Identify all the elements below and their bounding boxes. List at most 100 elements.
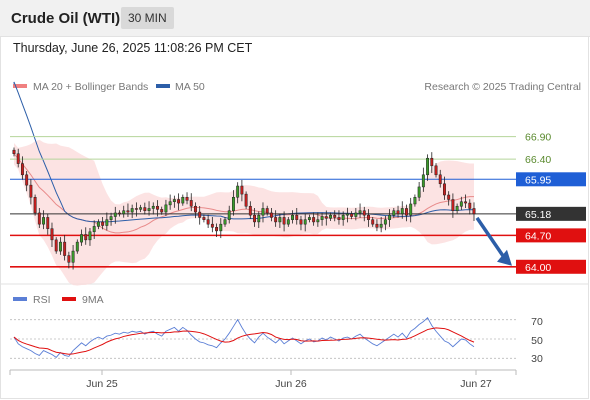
candle-7 bbox=[42, 210, 45, 230]
candle-89 bbox=[388, 209, 392, 227]
candle-108 bbox=[468, 199, 472, 215]
candle-body-102 bbox=[443, 183, 446, 196]
price-label-4: 64.70 bbox=[525, 230, 551, 242]
candle-70 bbox=[307, 214, 311, 223]
candle-body-89 bbox=[388, 214, 392, 220]
candle-body-108 bbox=[468, 202, 472, 209]
candle-97 bbox=[421, 167, 425, 192]
candle-1 bbox=[16, 148, 20, 168]
candle-37 bbox=[168, 194, 172, 210]
candle-body-74 bbox=[324, 216, 328, 219]
candle-107 bbox=[464, 194, 468, 209]
candle-58 bbox=[257, 211, 261, 228]
candle-66 bbox=[291, 210, 294, 224]
candle-body-101 bbox=[438, 174, 442, 185]
candle-103 bbox=[447, 191, 451, 206]
candle-body-59 bbox=[261, 208, 265, 216]
candle-body-39 bbox=[177, 199, 181, 204]
candle-34 bbox=[156, 200, 159, 217]
candle-59 bbox=[261, 202, 265, 223]
candle-39 bbox=[177, 193, 181, 211]
candle-body-24 bbox=[113, 212, 117, 217]
candle-body-92 bbox=[400, 208, 404, 215]
candle-body-45 bbox=[202, 217, 206, 220]
candle-81 bbox=[354, 208, 358, 221]
candle-body-88 bbox=[383, 219, 387, 225]
candle-43 bbox=[194, 202, 197, 219]
price-label-1: 66.40 bbox=[525, 154, 551, 166]
candle-98 bbox=[426, 154, 430, 181]
legend-rsi: RSI bbox=[33, 294, 51, 306]
candle-body-28 bbox=[130, 208, 134, 213]
candle-body-65 bbox=[286, 219, 290, 225]
candle-95 bbox=[413, 194, 417, 207]
candle-52 bbox=[231, 190, 235, 216]
candle-body-48 bbox=[215, 227, 219, 232]
candle-21 bbox=[101, 216, 105, 230]
candle-body-80 bbox=[350, 213, 354, 217]
candle-body-56 bbox=[248, 205, 252, 216]
candle-body-34 bbox=[156, 205, 159, 210]
candle-46 bbox=[206, 214, 210, 228]
candle-36 bbox=[164, 199, 168, 216]
candle-69 bbox=[303, 213, 307, 232]
candle-body-103 bbox=[447, 194, 451, 200]
candle-body-12 bbox=[63, 241, 67, 256]
candle-body-82 bbox=[358, 210, 362, 214]
candle-body-73 bbox=[320, 216, 324, 220]
candle-8 bbox=[46, 213, 50, 235]
candle-53 bbox=[236, 182, 240, 204]
interval-button[interactable]: 30 MIN bbox=[121, 7, 174, 29]
candle-48 bbox=[215, 223, 219, 237]
rsi-tick-30: 30 bbox=[531, 353, 543, 365]
candle-body-87 bbox=[379, 223, 383, 228]
candle-57 bbox=[253, 208, 257, 227]
candle-body-6 bbox=[37, 212, 41, 225]
chart-datetime: Thursday, June 26, 2025 11:08:26 PM CET bbox=[13, 41, 253, 55]
candle-33 bbox=[151, 202, 155, 215]
candle-29 bbox=[134, 202, 138, 217]
candle-73 bbox=[320, 212, 324, 226]
candle-body-11 bbox=[58, 241, 62, 252]
candle-84 bbox=[367, 209, 370, 227]
price-label-5: 64.00 bbox=[525, 262, 551, 274]
candle-body-38 bbox=[172, 199, 176, 202]
candle-67 bbox=[295, 208, 299, 225]
candle-body-37 bbox=[168, 201, 172, 206]
candle-23 bbox=[109, 212, 113, 226]
candle-104 bbox=[451, 193, 455, 218]
candle-body-71 bbox=[312, 217, 316, 223]
candle-63 bbox=[278, 213, 282, 228]
candle-body-3 bbox=[25, 174, 29, 186]
candle-body-9 bbox=[50, 228, 54, 241]
candle-92 bbox=[400, 201, 404, 219]
candle-body-42 bbox=[189, 200, 193, 207]
candle-10 bbox=[54, 237, 58, 254]
candle-body-99 bbox=[430, 157, 434, 167]
candle-40 bbox=[181, 194, 185, 206]
price-label-2: 65.95 bbox=[525, 174, 551, 186]
candle-body-46 bbox=[206, 219, 210, 225]
candle-body-44 bbox=[198, 211, 202, 218]
candle-16 bbox=[80, 229, 83, 246]
candle-61 bbox=[269, 208, 273, 222]
candle-88 bbox=[383, 215, 387, 231]
legend-ma50: MA 50 bbox=[175, 81, 205, 93]
legend-swatch-ma20 bbox=[13, 84, 27, 88]
candle-body-13 bbox=[67, 255, 71, 263]
candle-body-0 bbox=[12, 149, 16, 154]
candle-27 bbox=[126, 203, 130, 217]
candle-18 bbox=[88, 227, 92, 246]
candle-35 bbox=[160, 206, 164, 215]
candle-body-10 bbox=[54, 239, 58, 252]
rsi-9ma-line bbox=[13, 327, 475, 355]
candle-body-72 bbox=[316, 219, 320, 223]
candle-22 bbox=[105, 212, 109, 231]
ma50-line bbox=[13, 81, 475, 223]
candle-body-36 bbox=[164, 204, 168, 213]
legend-9ma: 9MA bbox=[82, 294, 104, 306]
candle-body-83 bbox=[362, 210, 366, 216]
candle-body-94 bbox=[409, 203, 413, 216]
candle-body-61 bbox=[269, 212, 273, 218]
candle-79 bbox=[345, 207, 349, 223]
